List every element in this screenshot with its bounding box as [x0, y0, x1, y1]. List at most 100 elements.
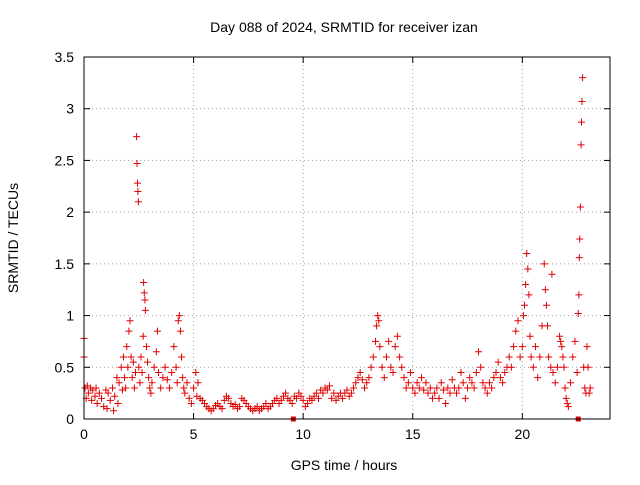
data-point	[119, 353, 127, 361]
data-point	[91, 392, 99, 400]
data-point	[175, 312, 183, 320]
data-point	[516, 353, 524, 361]
data-point	[142, 343, 150, 351]
y-tick-label: 1.5	[55, 256, 75, 272]
data-point	[134, 187, 142, 195]
data-point	[389, 368, 397, 376]
axis-ticks: 0 5 10 15 20 0 0.5 1 1.5 2 2.5 3 3.5	[55, 49, 610, 442]
data-point	[113, 374, 121, 382]
data-point	[382, 353, 390, 361]
data-point	[135, 363, 143, 371]
data-point	[557, 337, 565, 345]
data-point	[328, 394, 336, 402]
data-point	[157, 384, 165, 392]
data-point	[578, 97, 586, 105]
data-point	[477, 363, 485, 371]
data-point	[277, 396, 285, 404]
data-point	[398, 363, 406, 371]
data-point	[163, 376, 171, 384]
data-point	[576, 235, 584, 243]
data-point	[365, 374, 373, 382]
data-point	[125, 327, 133, 335]
data-point	[527, 353, 535, 361]
data-point	[442, 399, 450, 407]
data-point	[138, 368, 146, 376]
data-point	[375, 317, 383, 325]
data-point	[123, 343, 131, 351]
data-point	[518, 343, 526, 351]
data-point	[584, 363, 592, 371]
x-axis-label: GPS time / hours	[291, 457, 398, 473]
data-point	[562, 394, 570, 402]
data-point	[501, 368, 509, 376]
data-point	[181, 389, 189, 397]
data-point	[573, 368, 581, 376]
data-point	[510, 343, 518, 351]
data-point	[262, 399, 270, 407]
data-point	[523, 250, 531, 258]
data-point	[466, 374, 474, 382]
data-point	[544, 322, 552, 330]
data-point	[575, 254, 583, 262]
data-point	[363, 379, 371, 387]
data-point	[194, 379, 202, 387]
data-point	[308, 396, 316, 404]
data-points	[80, 74, 594, 422]
data-point	[104, 389, 112, 397]
data-point	[220, 396, 228, 404]
data-point	[347, 389, 355, 397]
data-point	[319, 389, 327, 397]
data-point	[444, 384, 452, 392]
data-point	[110, 407, 118, 415]
data-point	[132, 368, 140, 376]
data-point	[524, 265, 532, 273]
data-point	[282, 389, 290, 397]
data-point	[378, 363, 386, 371]
data-point	[122, 384, 130, 392]
data-point	[448, 376, 456, 384]
data-point	[183, 379, 191, 387]
y-tick-label: 2.5	[55, 152, 75, 168]
data-point	[124, 363, 132, 371]
data-point	[479, 379, 487, 387]
data-point	[273, 394, 281, 402]
data-point	[407, 368, 415, 376]
data-point	[507, 363, 515, 371]
data-point	[130, 384, 138, 392]
data-point	[192, 368, 200, 376]
data-point	[457, 368, 465, 376]
data-point	[330, 389, 338, 397]
data-point	[93, 399, 101, 407]
data-point	[358, 376, 366, 384]
data-point	[426, 384, 434, 392]
data-point	[84, 389, 92, 397]
data-point	[178, 353, 186, 361]
data-point	[312, 389, 320, 397]
data-point	[111, 392, 119, 400]
data-point	[218, 405, 226, 413]
data-point	[558, 343, 566, 351]
data-point	[106, 396, 114, 404]
data-point	[140, 278, 148, 286]
data-point	[409, 384, 417, 392]
data-point	[494, 358, 502, 366]
data-point	[549, 368, 557, 376]
data-point	[536, 353, 544, 361]
data-point	[488, 384, 496, 392]
data-point	[236, 403, 244, 411]
data-point	[172, 363, 180, 371]
data-point	[496, 374, 504, 382]
data-point	[139, 332, 147, 340]
data-point	[505, 353, 513, 361]
data-point	[253, 403, 261, 411]
data-point	[173, 379, 181, 387]
data-point	[433, 384, 441, 392]
data-point	[420, 386, 428, 394]
data-point	[179, 374, 187, 382]
data-point	[499, 379, 507, 387]
data-point	[376, 343, 384, 351]
data-point	[461, 394, 469, 402]
data-point	[567, 379, 575, 387]
data-point	[133, 179, 141, 187]
